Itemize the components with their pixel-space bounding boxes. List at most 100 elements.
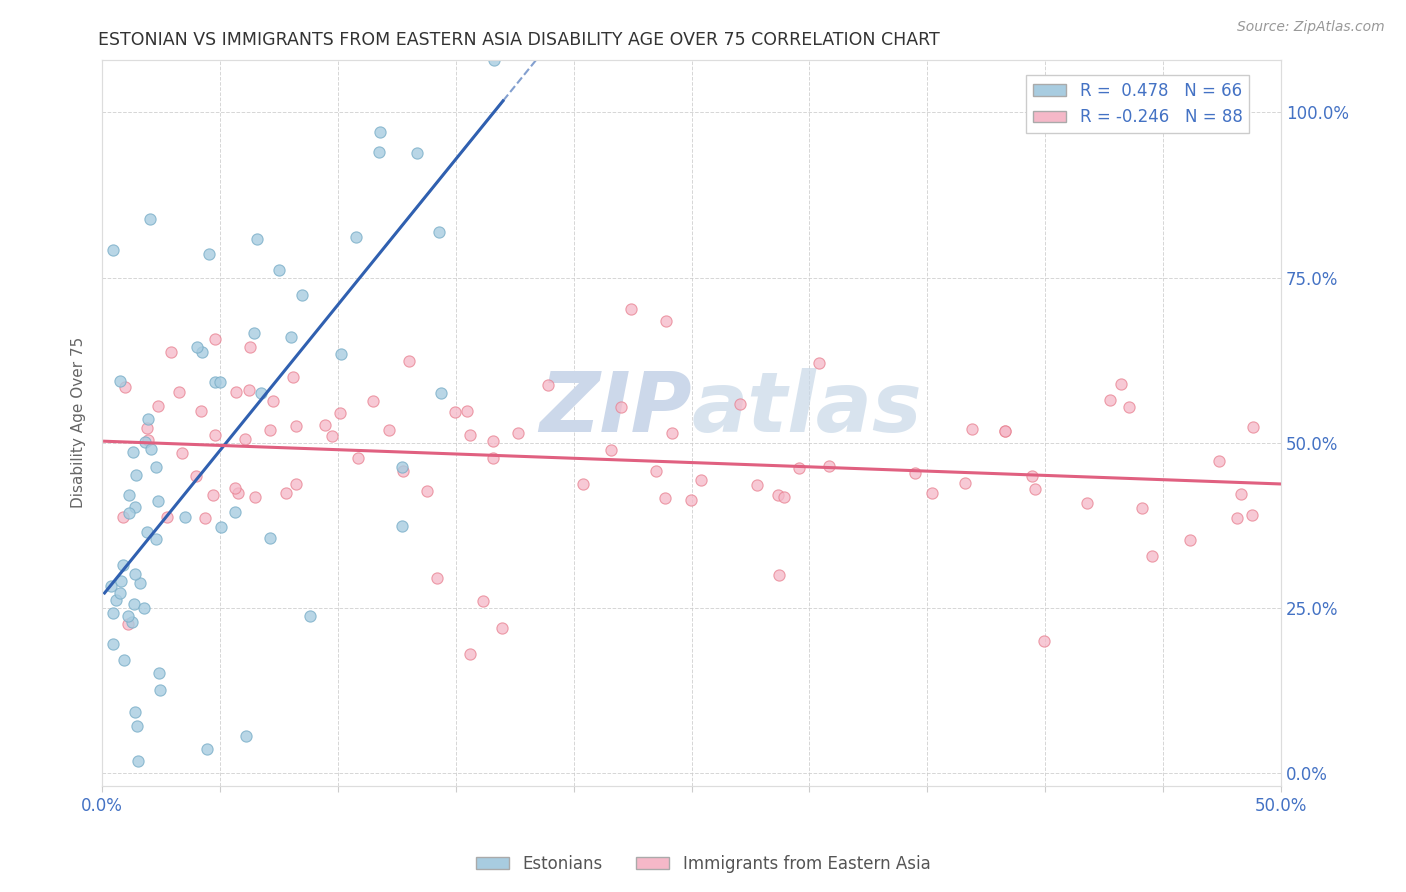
Point (198, 247, 221, 261)
Point (204, 428, 226, 442)
Point (100, 579, 122, 593)
Point (136, 421, 159, 435)
Point (114, 380, 136, 394)
Point (194, 510, 217, 524)
Point (121, 444, 143, 458)
Point (124, 500, 146, 515)
Point (444, 405, 467, 419)
Point (1118, 400, 1140, 414)
Point (281, 369, 304, 384)
Point (186, 339, 208, 353)
Point (110, 375, 132, 389)
Point (361, 393, 384, 408)
Point (239, 340, 262, 354)
Point (491, 621, 513, 635)
Point (167, 385, 190, 400)
Point (398, 354, 420, 368)
Point (238, 383, 260, 397)
Point (994, 424, 1017, 438)
Point (138, 212, 160, 227)
Point (148, 399, 170, 413)
Point (224, 505, 246, 519)
Point (136, 412, 159, 426)
Point (391, 519, 413, 533)
Point (184, 468, 207, 483)
Point (347, 450, 370, 465)
Point (122, 597, 145, 611)
Point (620, 301, 643, 316)
Legend: R =  0.478   N = 66, R = -0.246   N = 88: R = 0.478 N = 66, R = -0.246 N = 88 (1026, 75, 1249, 133)
Point (654, 491, 676, 506)
Point (250, 386, 273, 401)
Point (904, 466, 927, 480)
Point (416, 484, 439, 499)
Point (204, 332, 226, 346)
Point (135, 525, 157, 540)
Point (314, 418, 336, 433)
Point (267, 262, 290, 277)
Point (571, 476, 593, 491)
Point (1142, 549, 1164, 563)
Point (111, 510, 134, 524)
Point (280, 329, 302, 343)
Point (224, 481, 246, 495)
Point (425, 25, 447, 39)
Point (118, 506, 141, 520)
Point (1130, 500, 1153, 515)
Point (808, 356, 831, 370)
Point (108, 585, 131, 599)
Point (367, 145, 389, 159)
Point (259, 423, 281, 437)
Point (430, 386, 453, 401)
Y-axis label: Disability Age Over 75: Disability Age Over 75 (72, 337, 86, 508)
Point (117, 609, 139, 624)
Point (329, 407, 352, 421)
Point (921, 486, 943, 500)
Point (127, 754, 149, 768)
Point (125, 468, 148, 483)
Point (1098, 393, 1121, 408)
Point (149, 683, 172, 698)
Point (172, 446, 194, 460)
Legend: Estonians, Immigrants from Eastern Asia: Estonians, Immigrants from Eastern Asia (470, 848, 936, 880)
Point (110, 574, 132, 588)
Point (787, 460, 810, 475)
Point (195, 742, 218, 756)
Point (690, 473, 713, 487)
Point (1076, 496, 1098, 510)
Point (117, 616, 139, 631)
Point (259, 531, 281, 545)
Point (204, 375, 226, 389)
Point (105, 593, 128, 607)
Point (124, 566, 146, 581)
Point (243, 326, 266, 341)
Point (370, 125, 392, 139)
Point (209, 519, 232, 533)
Point (112, 558, 135, 572)
Point (773, 490, 796, 504)
Point (1180, 533, 1202, 548)
Point (610, 400, 633, 414)
Point (1208, 454, 1230, 468)
Point (122, 796, 145, 810)
Point (208, 375, 231, 389)
Point (953, 475, 976, 490)
Point (768, 567, 790, 582)
Point (1021, 469, 1043, 483)
Point (146, 494, 169, 508)
Point (378, 423, 401, 437)
Point (681, 493, 703, 508)
Point (482, 434, 505, 448)
Point (132, 601, 155, 615)
Point (136, 433, 159, 447)
Point (145, 532, 167, 546)
Point (321, 428, 343, 442)
Point (645, 464, 668, 478)
Point (508, 425, 530, 440)
Point (655, 314, 678, 328)
Point (427, 225, 450, 239)
Point (235, 730, 257, 744)
Point (460, 647, 482, 661)
Point (1226, 511, 1249, 525)
Point (600, 443, 623, 458)
